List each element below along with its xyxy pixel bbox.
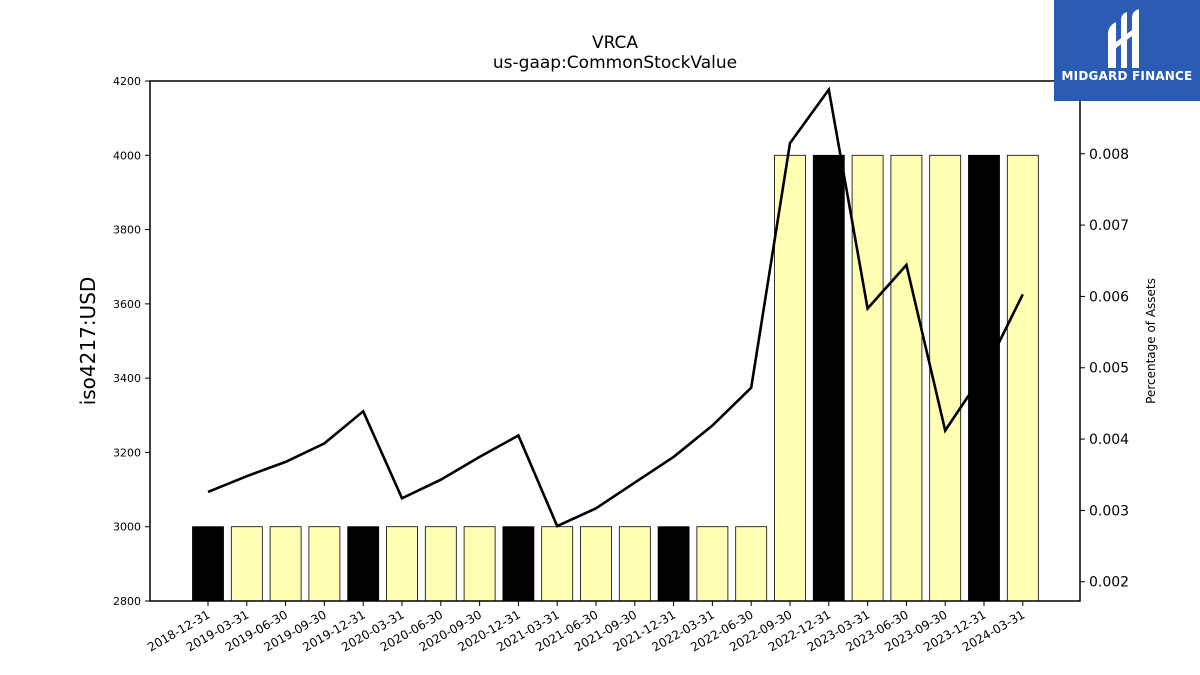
y-tick-label-right: 0.004 (1089, 432, 1129, 448)
y-tick-label-right: 0.008 (1089, 147, 1129, 163)
x-axis: 2018-12-312019-03-312019-06-302019-09-30… (145, 601, 1027, 654)
y-tick-label-left: 4200 (113, 75, 141, 88)
y-axis-right: 0.002 0.003 0.004 0.005 0.006 0.007 0.008 (1080, 147, 1129, 591)
y-tick-label-left: 3400 (113, 372, 141, 385)
bar-2019-06-30 (269, 526, 302, 602)
logo-text: MIDGARD FINANCE (1061, 69, 1193, 83)
y-tick-label-right: 0.005 (1089, 361, 1129, 377)
bar-2020-03-31 (386, 526, 418, 602)
bar-2019-03-31 (230, 526, 263, 602)
bar-2022-06-30 (735, 526, 768, 602)
y-tick-label-right: 0.003 (1089, 503, 1129, 519)
chart-title: VRCA (592, 33, 638, 53)
y-tick-label-left: 4000 (113, 149, 141, 162)
bar-2020-06-30 (424, 526, 457, 602)
bar-2023-06-30 (890, 154, 923, 602)
y-tick-label-right: 0.006 (1089, 289, 1129, 305)
plot-area-frame (149, 80, 1081, 602)
bar-2022-03-31 (696, 526, 729, 602)
bar-2019-09-30 (308, 526, 341, 602)
y-tick-label-left: 3800 (113, 224, 141, 237)
y-tick-label-left: 3200 (113, 446, 141, 459)
y-axis-label-left: iso4217:USD (76, 277, 100, 406)
brand-logo: MIDGARD FINANCE (1054, 0, 1200, 101)
y-tick-label-left: 2800 (113, 595, 141, 608)
bar-2021-06-30 (580, 526, 612, 602)
y-tick-label-left: 3000 (113, 521, 141, 534)
bar-2019-12-31 (347, 526, 380, 602)
bar-2024-03-31 (1006, 154, 1039, 602)
series-line-percentage (207, 86, 1024, 528)
bar-2022-12-31 (812, 154, 845, 602)
y-tick-label-right: 0.007 (1089, 218, 1129, 234)
bar-2021-03-31 (541, 526, 574, 602)
y-axis-label-right: Percentage of Assets (1144, 278, 1158, 404)
line-layer (207, 86, 1024, 528)
bar-2023-12-31 (968, 154, 1000, 602)
bar-2020-09-30 (463, 526, 496, 602)
bar-2021-09-30 (618, 526, 651, 602)
y-axis-left: 2800 3000 3200 3400 3600 3800 4000 4200 (113, 75, 150, 608)
bars (192, 154, 1039, 602)
chart-subtitle: us-gaap:CommonStockValue (493, 53, 737, 73)
bar-2023-09-30 (929, 154, 962, 602)
y-tick-label-left: 3600 (113, 298, 141, 311)
midgard-logo-icon (1108, 9, 1139, 68)
bar-2022-09-30 (774, 154, 806, 602)
bar-2023-03-31 (851, 154, 884, 602)
bar-2020-12-31 (502, 526, 535, 602)
bar-2018-12-31 (192, 526, 224, 602)
y-tick-label-right: 0.002 (1089, 575, 1129, 591)
bar-2021-12-31 (657, 526, 690, 602)
